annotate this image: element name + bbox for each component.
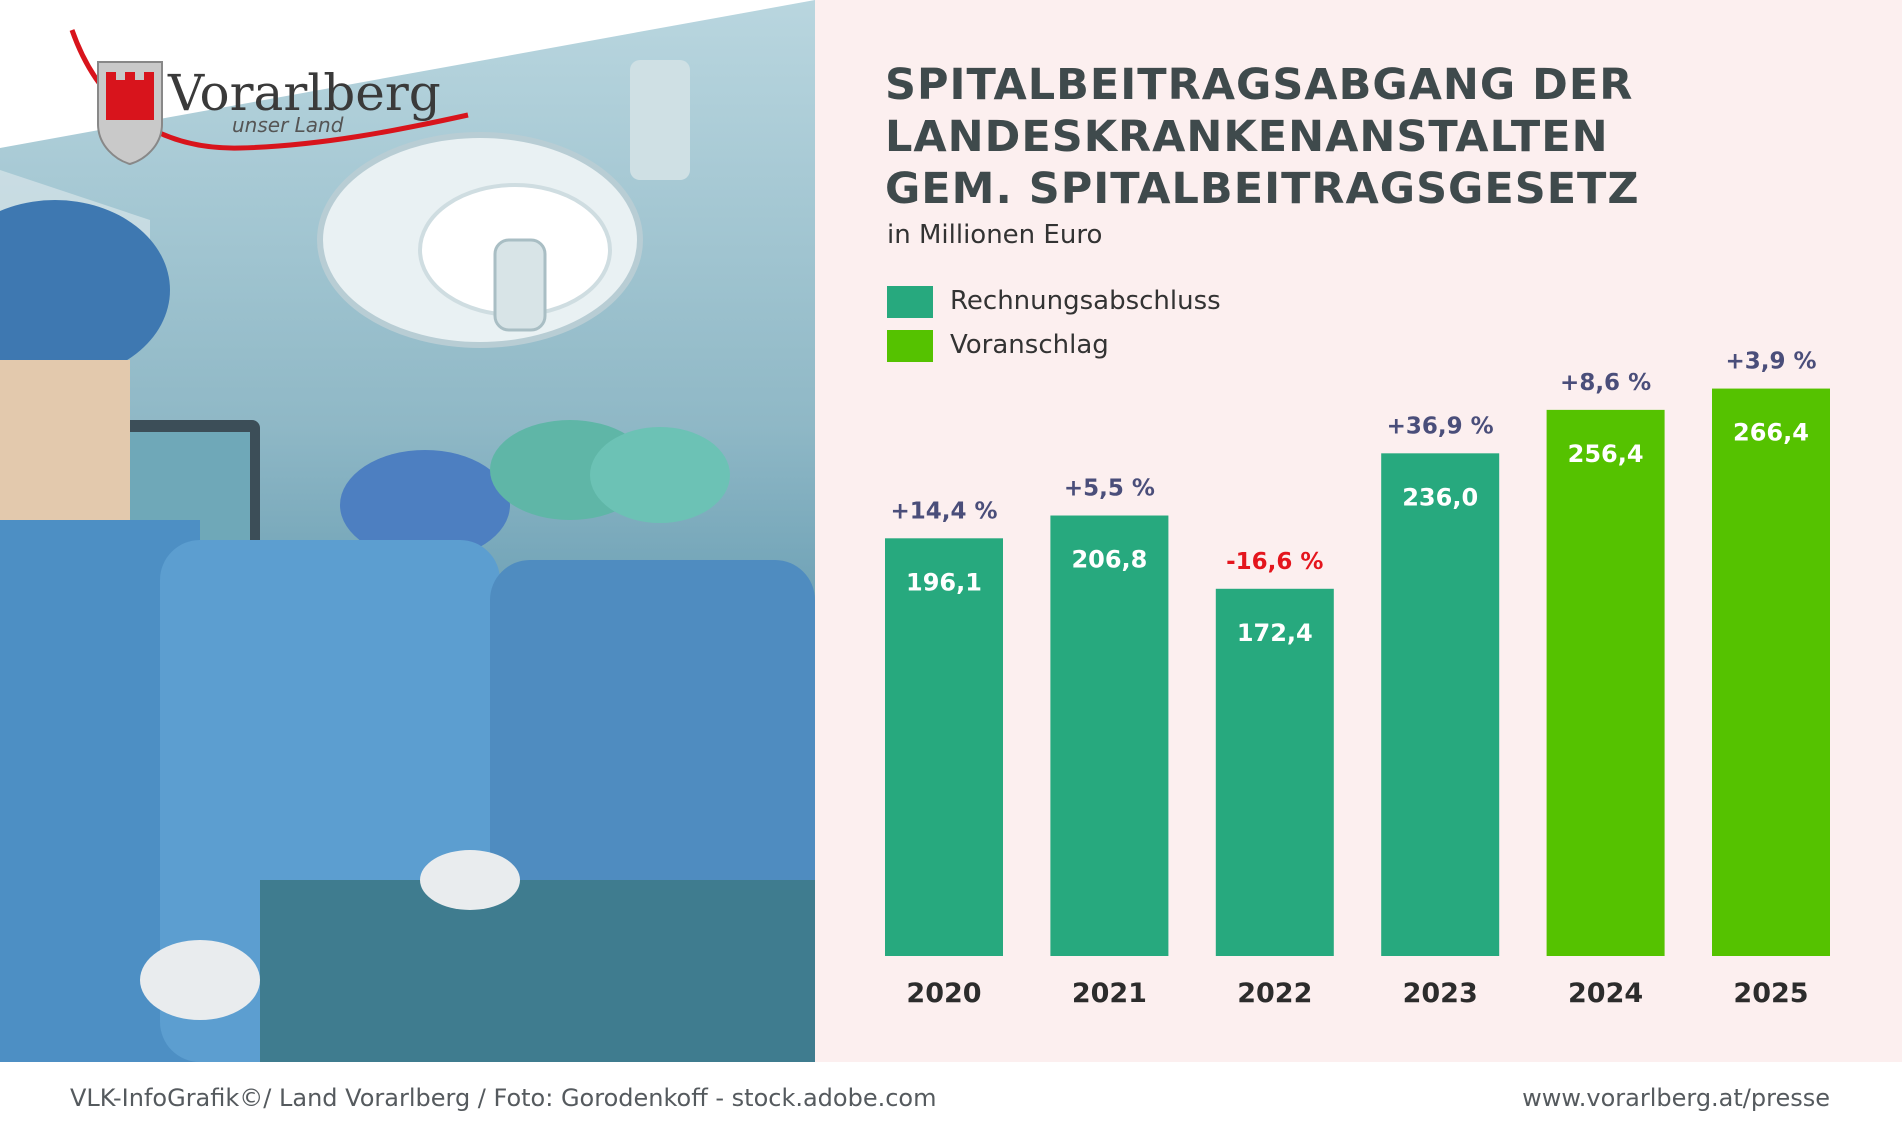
bar-2021 (1050, 515, 1169, 956)
bar-2024 (1546, 409, 1665, 956)
surgeon-cap-middle (340, 450, 510, 560)
lamp-handle (493, 238, 547, 332)
change-label-2024: +8,6 % (1560, 370, 1651, 396)
chart-subtitle: in Millionen Euro (887, 220, 1103, 250)
surgeon-face-left (0, 360, 130, 530)
x-tick-label-2025: 2025 (1733, 978, 1808, 1009)
chart-title-line-3: GEM. SPITALBEITRAGSGESETZ (885, 164, 1640, 214)
bar-2025 (1712, 388, 1830, 956)
surgery-photo-illustration: Vorarlberg unser Land (0, 0, 815, 1062)
change-label-2023: +36,9 % (1387, 413, 1494, 439)
surgeon-cap-left (0, 200, 170, 380)
white-corner (0, 0, 815, 148)
legend-label-rechnungsabschluss: Rechnungsabschluss (950, 286, 1221, 316)
bar-2023 (1381, 453, 1500, 956)
chart-title-line-2: LANDESKRANKENANSTALTEN (885, 112, 1609, 162)
bar-value-label-2023: 236,0 (1402, 483, 1478, 511)
change-label-2020: +14,4 % (890, 498, 997, 524)
bar-value-label-2025: 266,4 (1733, 419, 1809, 447)
logo-tagline: unser Land (232, 113, 344, 137)
footer: VLK-InfoGrafik©/ Land Vorarlberg / Foto:… (0, 1062, 1902, 1135)
x-tick-label-2023: 2023 (1403, 978, 1478, 1009)
legend-swatch-rechnungsabschluss (887, 286, 933, 318)
bar-value-label-2024: 256,4 (1568, 440, 1644, 468)
surgeon-cap-far-right (590, 427, 730, 523)
legend-label-voranschlag: Voranschlag (950, 330, 1109, 360)
gloved-hand (420, 850, 520, 910)
x-tick-label-2020: 2020 (906, 978, 981, 1009)
bar-2020 (885, 538, 1003, 956)
vorarlberg-logo: Vorarlberg unser Land (69, 29, 469, 166)
bar-value-label-2022: 172,4 (1237, 619, 1313, 647)
x-tick-label-2021: 2021 (1072, 978, 1147, 1009)
bar-chart: 196,1 +14,4 % 2020 206,8 +5,5 % 2021 172,4 -16,… (885, 349, 1830, 1009)
change-label-2025: +3,9 % (1725, 349, 1816, 375)
gloved-hand (140, 940, 260, 1020)
legend-swatch-voranschlag (887, 330, 933, 362)
logo-name: Vorarlberg (167, 64, 441, 122)
chart-title-line-1: SPITALBEITRAGSABGANG DER (885, 60, 1634, 110)
change-label-2022: -16,6 % (1226, 549, 1323, 575)
surgery-photo: Vorarlberg unser Land (0, 0, 815, 1062)
bar-value-label-2021: 206,8 (1071, 546, 1147, 574)
chart-panel: SPITALBEITRAGSABGANG DER LANDESKRANKENAN… (815, 0, 1902, 1062)
footer-credit: VLK-InfoGrafik©/ Land Vorarlberg / Foto:… (70, 1084, 937, 1112)
coat-of-arms-banner (106, 80, 154, 120)
bar-2022 (1215, 588, 1334, 956)
change-label-2021: +5,5 % (1064, 476, 1155, 502)
x-tick-label-2022: 2022 (1237, 978, 1312, 1009)
lamp-arm (630, 60, 690, 180)
x-tick-label-2024: 2024 (1568, 978, 1643, 1009)
surgical-drape (260, 880, 815, 1062)
footer-website: www.vorarlberg.at/presse (1522, 1084, 1830, 1112)
bar-value-label-2020: 196,1 (906, 568, 982, 596)
